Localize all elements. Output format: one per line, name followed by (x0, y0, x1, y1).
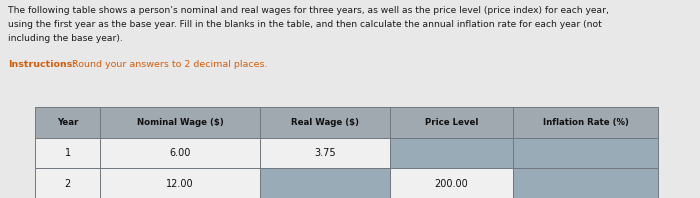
Text: Real Wage ($): Real Wage ($) (290, 118, 359, 127)
Text: including the base year).: including the base year). (8, 34, 123, 43)
Bar (35, 107, 100, 138)
Bar (513, 138, 658, 168)
Text: 1: 1 (64, 148, 71, 158)
Bar (390, 168, 513, 198)
Text: 3.75: 3.75 (314, 148, 335, 158)
Text: 2: 2 (64, 179, 71, 189)
Bar (100, 107, 260, 138)
Bar (390, 107, 513, 138)
Bar (100, 138, 260, 168)
Text: Instructions:: Instructions: (8, 60, 76, 69)
Text: Price Level: Price Level (425, 118, 478, 127)
Bar (260, 138, 390, 168)
Text: The following table shows a person’s nominal and real wages for three years, as : The following table shows a person’s nom… (8, 6, 609, 15)
Bar (513, 168, 658, 198)
Text: Round your answers to 2 decimal places.: Round your answers to 2 decimal places. (69, 60, 268, 69)
Text: Year: Year (57, 118, 78, 127)
Bar (35, 168, 100, 198)
Bar (260, 168, 390, 198)
Text: using the first year as the base year. Fill in the blanks in the table, and then: using the first year as the base year. F… (8, 20, 602, 29)
Bar (513, 107, 658, 138)
Text: Nominal Wage ($): Nominal Wage ($) (136, 118, 223, 127)
Bar (35, 138, 100, 168)
Text: 200.00: 200.00 (435, 179, 468, 189)
Bar (260, 107, 390, 138)
Bar (100, 168, 260, 198)
Text: 6.00: 6.00 (169, 148, 190, 158)
Text: Inflation Rate (%): Inflation Rate (%) (542, 118, 629, 127)
Text: 12.00: 12.00 (166, 179, 194, 189)
Bar (390, 138, 513, 168)
